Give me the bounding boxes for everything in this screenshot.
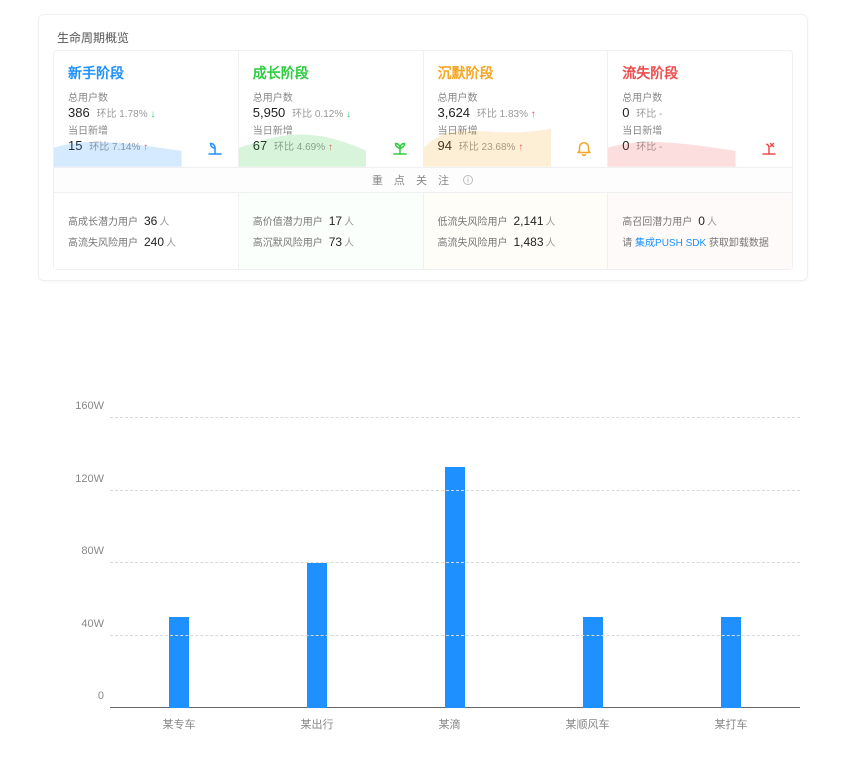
metric-value: 73 bbox=[329, 235, 342, 249]
focus-label: 重 点 关 注 bbox=[372, 175, 453, 187]
stage-card[interactable]: 成长阶段 总用户数 5,950 环比 0.12% ↓ 当日新增 67 环比 4.… bbox=[238, 51, 423, 167]
y-tick-label: 40W bbox=[70, 618, 104, 630]
total-users-label: 总用户数 bbox=[68, 89, 224, 104]
bar bbox=[721, 617, 741, 708]
today-new-value: 0 环比 - bbox=[622, 138, 778, 153]
total-change: 环比 1.78% ↓ bbox=[94, 109, 156, 120]
metric-suffix: 人 bbox=[159, 217, 169, 228]
total-users-label: 总用户数 bbox=[253, 89, 409, 104]
metric-value: 240 bbox=[144, 235, 164, 249]
metric-line: 高流失风险用户1,483人 bbox=[438, 234, 594, 249]
metric-value: 2,141 bbox=[514, 214, 544, 228]
bell-icon bbox=[575, 139, 593, 157]
total-users-value: 0 环比 - bbox=[622, 105, 778, 120]
grid-line bbox=[110, 490, 800, 491]
metric-line: 低流失风险用户2,141人 bbox=[438, 213, 594, 228]
lifecycle-panel: 生命周期概览 新手阶段 总用户数 386 环比 1.78% ↓ 当日新增 15 … bbox=[38, 14, 808, 281]
metric-column: 低流失风险用户2,141人高流失风险用户1,483人 bbox=[423, 193, 608, 269]
metric-value: 0 bbox=[698, 214, 705, 228]
x-tick-label: 某顺风车 bbox=[566, 716, 610, 732]
metric-value: 36 bbox=[144, 214, 157, 228]
today-new-label: 当日新增 bbox=[622, 122, 778, 137]
metric-line: 高沉默风险用户73人 bbox=[253, 234, 409, 249]
today-new-value: 94 环比 23.68% ↑ bbox=[438, 138, 594, 153]
metric-suffix: 人 bbox=[546, 238, 556, 249]
today-change: 环比 - bbox=[633, 142, 662, 153]
metric-column: 高成长潜力用户36人高流失风险用户240人 bbox=[54, 193, 238, 269]
total-users-value: 386 环比 1.78% ↓ bbox=[68, 105, 224, 120]
metric-line: 高价值潜力用户17人 bbox=[253, 213, 409, 228]
metric-suffix: 人 bbox=[707, 217, 717, 228]
today-new-label: 当日新增 bbox=[438, 122, 594, 137]
total-users-label: 总用户数 bbox=[622, 89, 778, 104]
bar bbox=[169, 617, 189, 708]
sprout-icon bbox=[206, 139, 224, 157]
metric-footer: 请 集成PUSH SDK 获取卸载数据 bbox=[622, 234, 778, 249]
stage-title: 沉默阶段 bbox=[438, 63, 594, 83]
plant-icon bbox=[391, 139, 409, 157]
panel-title: 生命周期概览 bbox=[39, 15, 807, 50]
metric-suffix: 人 bbox=[546, 217, 556, 228]
y-tick-label: 80W bbox=[70, 545, 104, 557]
x-axis-labels: 某专车 某出行 某滴 某顺风车 某打车 bbox=[110, 716, 800, 732]
metrics-row: 高成长潜力用户36人高流失风险用户240人高价值潜力用户17人高沉默风险用户73… bbox=[53, 193, 793, 270]
bars-container bbox=[110, 418, 800, 708]
grid-line bbox=[110, 562, 800, 563]
stage-title: 新手阶段 bbox=[68, 63, 224, 83]
y-tick-label: 120W bbox=[70, 473, 104, 485]
y-tick-label: 160W bbox=[70, 400, 104, 412]
metric-value: 17 bbox=[329, 214, 342, 228]
stage-title: 流失阶段 bbox=[622, 63, 778, 83]
today-change: 环比 4.69% ↑ bbox=[271, 142, 333, 153]
total-change: 环比 1.83% ↑ bbox=[474, 109, 536, 120]
y-tick-label: 0 bbox=[70, 690, 104, 702]
focus-bar: 重 点 关 注 bbox=[53, 167, 793, 193]
bar bbox=[445, 467, 465, 708]
today-new-label: 当日新增 bbox=[68, 122, 224, 137]
x-tick-label: 某滴 bbox=[439, 716, 461, 732]
metric-value: 1,483 bbox=[514, 235, 544, 249]
total-users-value: 5,950 环比 0.12% ↓ bbox=[253, 105, 409, 120]
grid-line bbox=[110, 417, 800, 418]
total-users-label: 总用户数 bbox=[438, 89, 594, 104]
total-change: 环比 - bbox=[633, 109, 662, 120]
today-change: 环比 7.14% ↑ bbox=[86, 142, 148, 153]
chart-plot-area: 040W80W120W160W bbox=[110, 418, 800, 708]
metric-column: 高召回潜力用户0人请 集成PUSH SDK 获取卸载数据 bbox=[607, 193, 792, 269]
today-change: 环比 23.68% ↑ bbox=[456, 142, 523, 153]
today-new-value: 67 环比 4.69% ↑ bbox=[253, 138, 409, 153]
metric-suffix: 人 bbox=[344, 238, 354, 249]
info-icon bbox=[462, 174, 474, 186]
grid-line bbox=[110, 635, 800, 636]
metric-line: 高流失风险用户240人 bbox=[68, 234, 224, 249]
x-tick-label: 某专车 bbox=[163, 716, 196, 732]
bar bbox=[583, 617, 603, 708]
metric-line: 高召回潜力用户0人 bbox=[622, 213, 778, 228]
metric-column: 高价值潜力用户17人高沉默风险用户73人 bbox=[238, 193, 423, 269]
bar-chart: 040W80W120W160W 某专车 某出行 某滴 某顺风车 某打车 bbox=[60, 418, 810, 738]
stages-row: 新手阶段 总用户数 386 环比 1.78% ↓ 当日新增 15 环比 7.14… bbox=[53, 50, 793, 167]
total-change: 环比 0.12% ↓ bbox=[289, 109, 351, 120]
bar bbox=[307, 563, 327, 708]
stage-card[interactable]: 新手阶段 总用户数 386 环比 1.78% ↓ 当日新增 15 环比 7.14… bbox=[54, 51, 238, 167]
today-new-label: 当日新增 bbox=[253, 122, 409, 137]
stage-title: 成长阶段 bbox=[253, 63, 409, 83]
metric-suffix: 人 bbox=[166, 238, 176, 249]
stage-card[interactable]: 流失阶段 总用户数 0 环比 - 当日新增 0 环比 - bbox=[607, 51, 792, 167]
stage-card[interactable]: 沉默阶段 总用户数 3,624 环比 1.83% ↑ 当日新增 94 环比 23… bbox=[423, 51, 608, 167]
metric-suffix: 人 bbox=[344, 217, 354, 228]
today-new-value: 15 环比 7.14% ↑ bbox=[68, 138, 224, 153]
total-users-value: 3,624 环比 1.83% ↑ bbox=[438, 105, 594, 120]
push-sdk-link[interactable]: 集成PUSH SDK bbox=[635, 238, 706, 249]
x-tick-label: 某打车 bbox=[715, 716, 748, 732]
metric-line: 高成长潜力用户36人 bbox=[68, 213, 224, 228]
wither-icon bbox=[760, 139, 778, 157]
x-tick-label: 某出行 bbox=[301, 716, 334, 732]
